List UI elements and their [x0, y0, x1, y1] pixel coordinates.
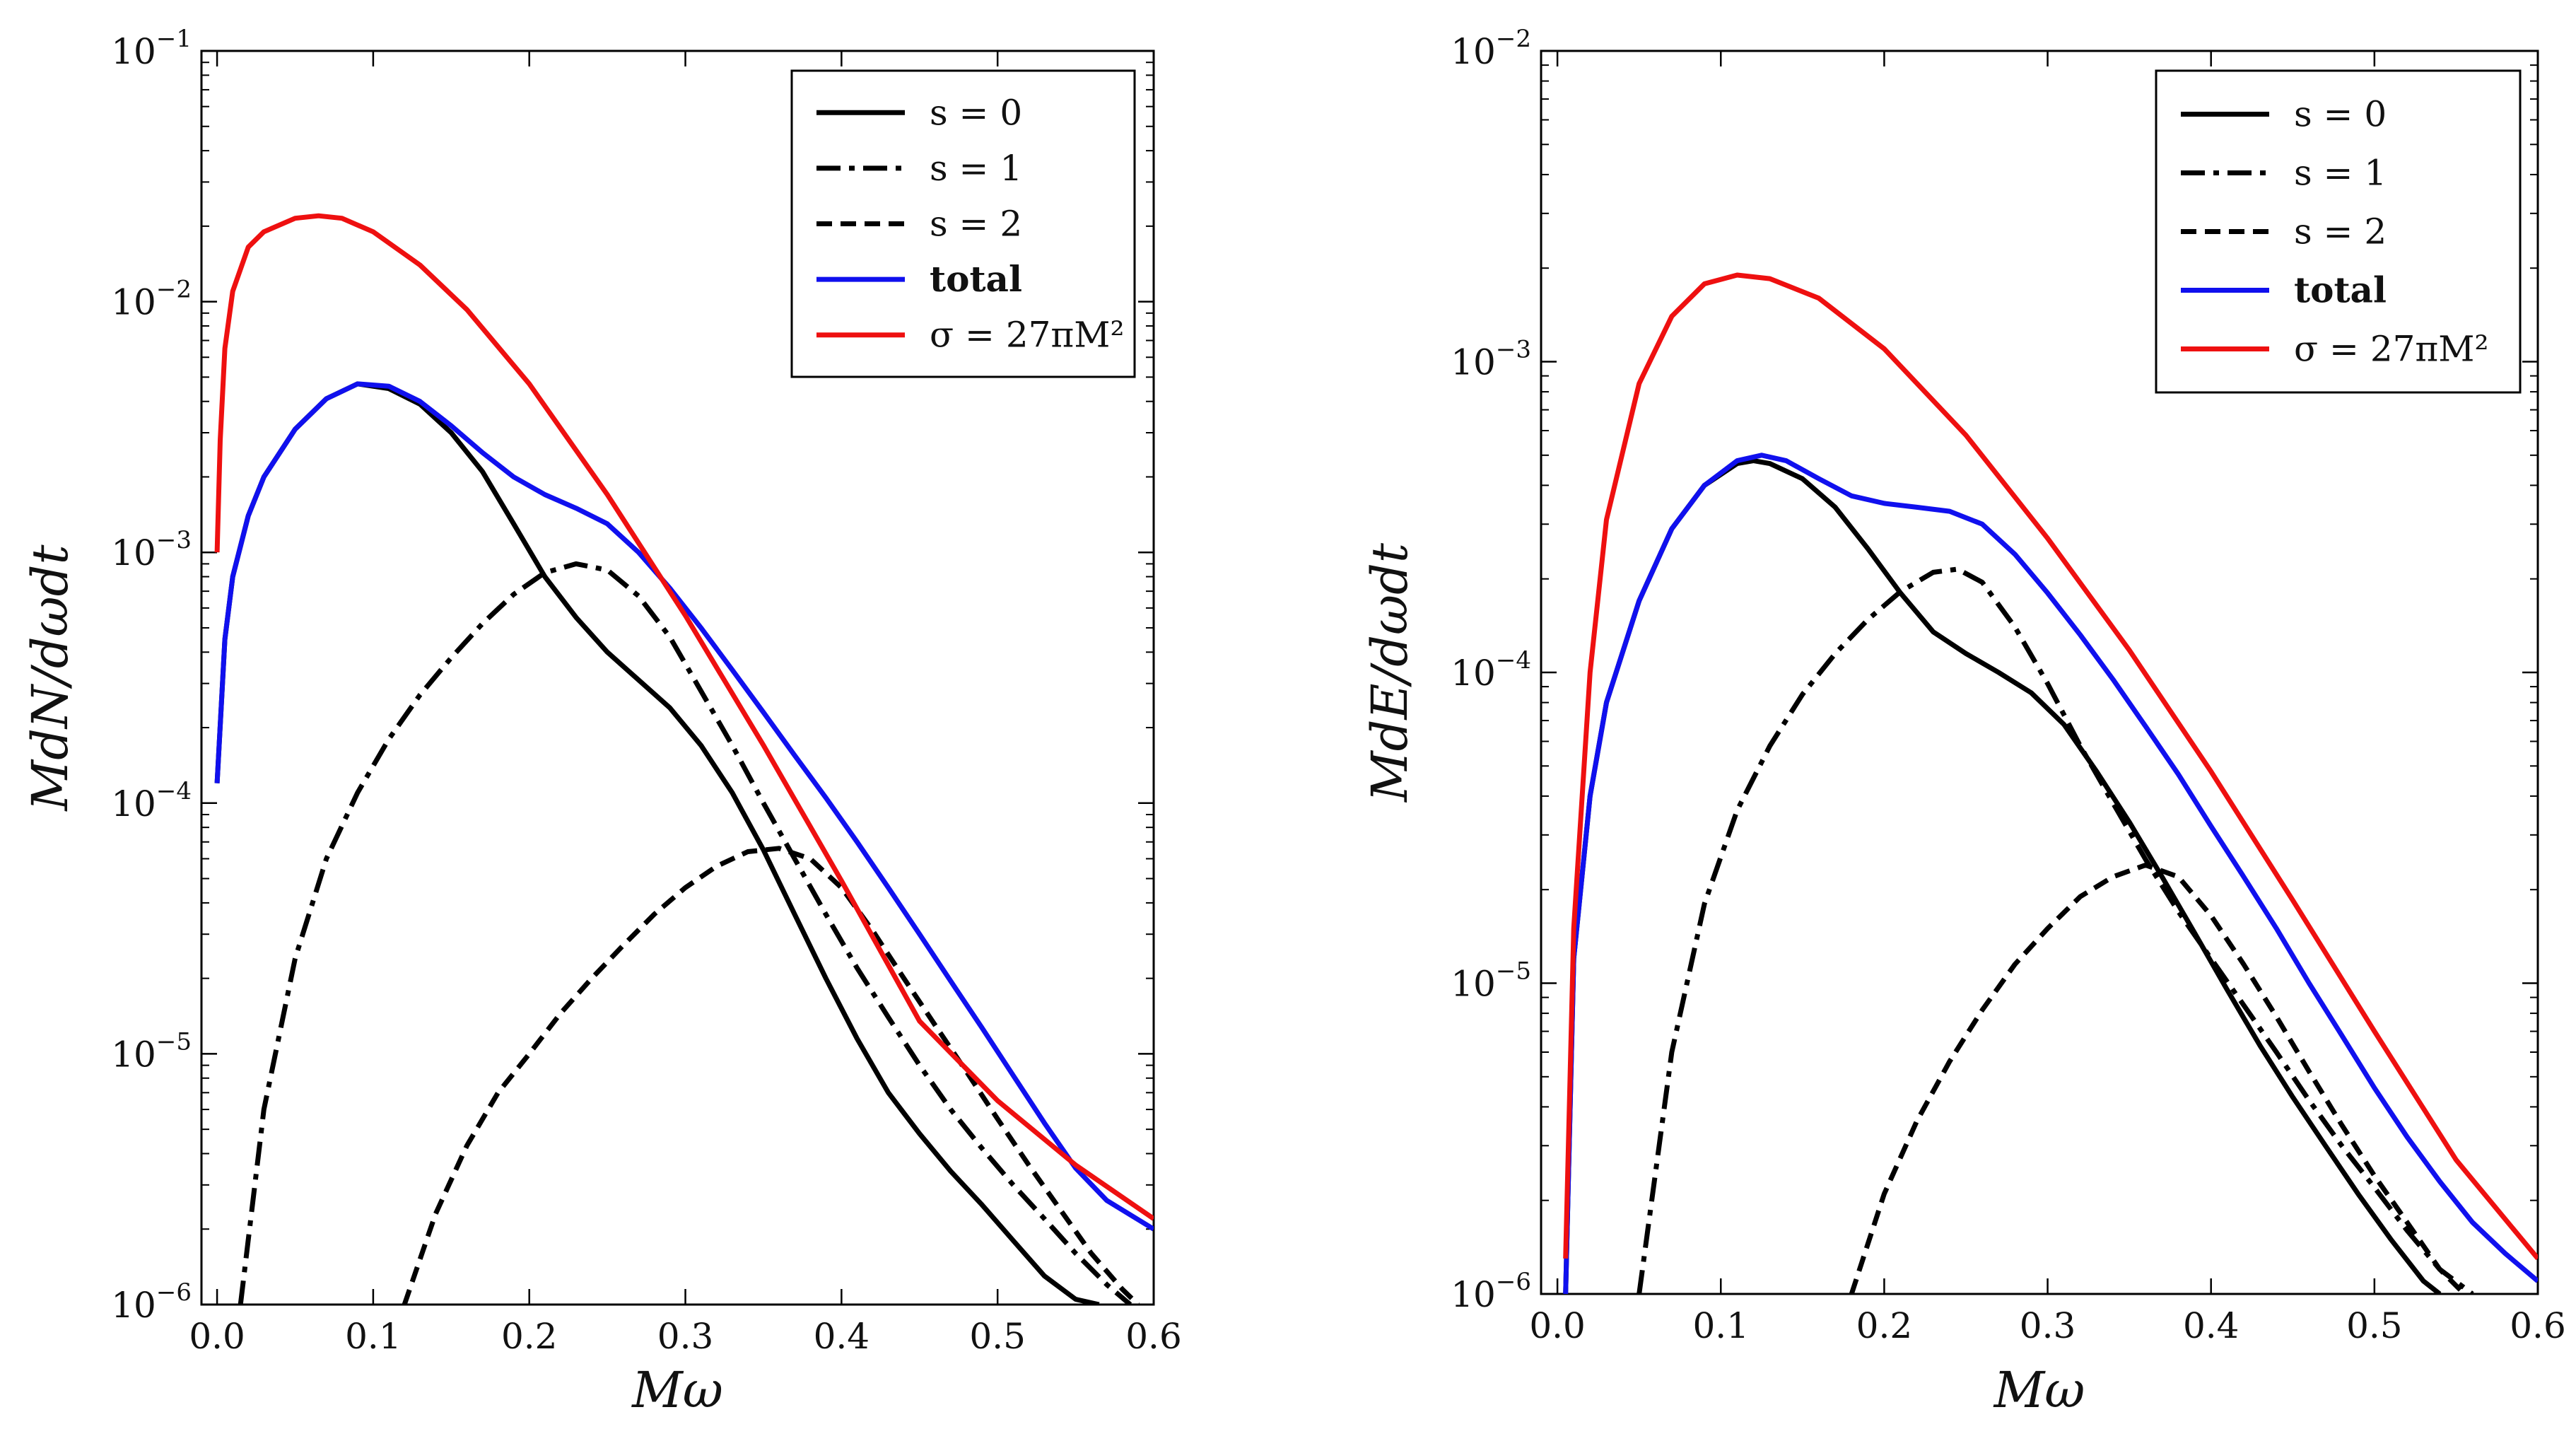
x-tick-label: 0.4	[2183, 1305, 2240, 1346]
legend-label: s = 0	[2294, 94, 2387, 135]
series-line--27-m-	[1563, 272, 2538, 1261]
legend-label: s = 0	[930, 92, 1022, 133]
series-line-s-0	[1563, 458, 2442, 1294]
x-tick-label: 0.5	[2346, 1305, 2403, 1346]
legend: s = 0 s = 1 s = 2 total σ = 27πM²	[2155, 69, 2522, 394]
y-tick-label: 10−3	[111, 526, 192, 573]
x-tick-label: 0.5	[969, 1316, 1026, 1357]
y-tick-exp: −5	[156, 1027, 192, 1056]
y-tick-exp: −6	[156, 1278, 192, 1307]
legend-label: total	[930, 258, 1022, 300]
x-tick-label: 0.0	[1529, 1305, 1586, 1346]
y-tick-base: 10	[1451, 964, 1496, 1005]
y-tick-base: 10	[1451, 1274, 1496, 1315]
y-tick-base: 10	[111, 282, 156, 323]
series-line-s-1	[238, 561, 1132, 1305]
legend-label: total	[2294, 269, 2387, 311]
legend-label: s = 1	[930, 148, 1022, 189]
y-tick-base: 10	[111, 1034, 156, 1075]
y-tick-exp: −5	[1496, 957, 1531, 986]
y-tick-label: 10−3	[1451, 336, 1531, 383]
x-axis-label: Mω	[631, 1361, 723, 1419]
x-tick-label: 0.3	[657, 1316, 714, 1357]
series-line-s-0	[214, 381, 1100, 1305]
x-tick-label: 0.0	[189, 1316, 245, 1357]
legend-label: s = 2	[2294, 211, 2387, 252]
y-tick-base: 10	[111, 532, 156, 573]
x-axis-label: Mω	[1993, 1361, 2085, 1419]
series-line-s-1	[1637, 566, 2474, 1294]
y-tick-base: 10	[1451, 31, 1496, 72]
x-tick-label: 0.4	[814, 1316, 870, 1357]
legend-label: σ = 27πM²	[930, 315, 1125, 356]
right-chart: 0.0 0.1 0.2 0.3 0.4 0.5 0.610−610−510−410−310−…	[1361, 25, 2566, 1419]
y-tick-label: 10−4	[111, 777, 192, 824]
x-tick-label: 0.1	[345, 1316, 402, 1357]
y-tick-label: 10−6	[111, 1278, 192, 1326]
y-tick-exp: −4	[156, 777, 192, 805]
y-tick-exp: −3	[156, 526, 192, 554]
y-tick-label: 10−1	[111, 25, 192, 72]
y-tick-exp: −3	[1496, 336, 1531, 364]
series-line-total	[1563, 453, 2538, 1294]
x-tick-label: 0.2	[501, 1316, 558, 1357]
x-tick-label: 0.3	[2020, 1305, 2076, 1346]
y-tick-label: 10−5	[1451, 957, 1531, 1005]
y-tick-exp: −6	[1496, 1268, 1531, 1296]
y-tick-exp: −1	[156, 25, 192, 53]
plot-frame	[200, 49, 1155, 1306]
y-tick-base: 10	[111, 783, 156, 824]
y-tick-base: 10	[1451, 653, 1496, 694]
series-line-s-2	[402, 846, 1140, 1305]
x-tick-label: 0.1	[1692, 1305, 1749, 1346]
y-tick-label: 10−6	[1451, 1268, 1531, 1315]
left-chart: 0.0 0.1 0.2 0.3 0.4 0.5 0.610−610−510−410−310−…	[21, 25, 1182, 1419]
y-tick-label: 10−4	[1451, 646, 1531, 694]
y-axis-label: MdE/dωdt	[1361, 542, 1419, 803]
y-tick-base: 10	[1451, 342, 1496, 383]
y-tick-exp: −2	[156, 276, 192, 304]
y-tick-label: 10−2	[111, 276, 192, 323]
y-tick-label: 10−5	[111, 1027, 192, 1075]
y-tick-exp: −2	[1496, 25, 1531, 53]
x-tick-label: 0.6	[1125, 1316, 1182, 1357]
y-tick-base: 10	[111, 31, 156, 72]
legend-label: s = 1	[2294, 153, 2387, 194]
series-line-total	[214, 381, 1154, 1232]
legend-label: σ = 27πM²	[2294, 329, 2489, 370]
y-tick-exp: −4	[1496, 646, 1531, 675]
series-line-s-2	[1849, 862, 2466, 1294]
y-tick-base: 10	[111, 1285, 156, 1326]
y-axis-label: MdN/dωdt	[21, 544, 79, 812]
x-tick-label: 0.2	[1856, 1305, 1913, 1346]
legend: s = 0 s = 1 s = 2 total σ = 27πM²	[790, 69, 1136, 378]
series-line--27-m-	[214, 213, 1154, 1221]
x-tick-label: 0.6	[2510, 1305, 2566, 1346]
y-tick-label: 10−2	[1451, 25, 1531, 72]
legend-label: s = 2	[930, 204, 1022, 245]
